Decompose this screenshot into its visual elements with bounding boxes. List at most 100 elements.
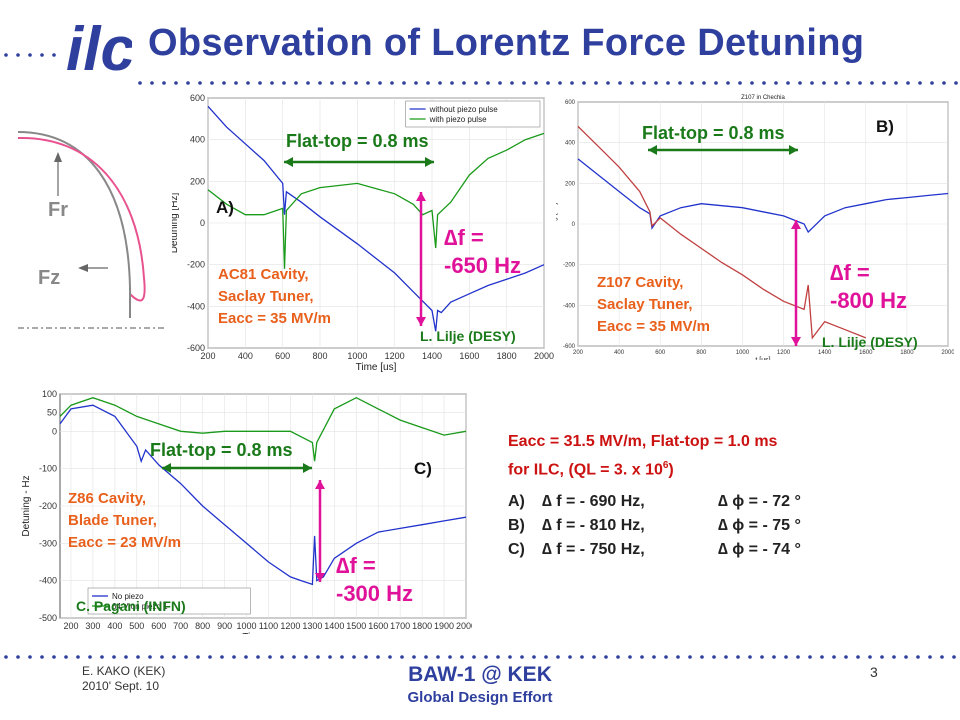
x-tick-label: 200	[573, 350, 584, 356]
footer-org: Global Design Effort	[407, 689, 553, 706]
decor-dot	[810, 81, 814, 85]
decor-dot	[88, 655, 92, 659]
x-tick-label: 800	[312, 351, 327, 361]
decor-dot	[292, 655, 296, 659]
decor-dot	[664, 655, 668, 659]
panel-a-df: ∆f = -650 Hz	[444, 224, 521, 280]
decor-dot	[400, 655, 404, 659]
x-tick-label: 1400	[422, 351, 442, 361]
summary-row-c: C) ∆ f = - 750 Hz, ∆ ϕ = - 74 °	[508, 538, 948, 562]
x-tick-label: 1000	[347, 351, 367, 361]
series-line	[207, 105, 545, 332]
decor-dot	[376, 655, 380, 659]
decor-dot	[666, 81, 670, 85]
decor-dot	[916, 655, 920, 659]
decor-dot	[246, 81, 250, 85]
series-line	[59, 404, 467, 586]
header-dot-line	[0, 46, 960, 57]
decor-dot	[448, 655, 452, 659]
x-tick-label: 1000	[237, 621, 257, 631]
decor-dot	[318, 81, 322, 85]
decor-dot	[16, 53, 20, 57]
decor-dot	[748, 655, 752, 659]
flattop-arrow-c-head-start	[162, 463, 171, 473]
decor-dot	[330, 81, 334, 85]
summary-row-b-dphi: ∆ ϕ = - 75 °	[718, 517, 801, 535]
decor-dot	[954, 81, 958, 85]
decor-dot	[462, 81, 466, 85]
decor-dot	[28, 53, 32, 57]
summary-row-c-dphi: ∆ ϕ = - 74 °	[718, 541, 801, 559]
decor-dot	[220, 655, 224, 659]
y-tick-label: 400	[190, 135, 205, 145]
panel-c-flattop-label: Flat-top = 0.8 ms	[150, 440, 293, 460]
flattop-arrow-c-head-end	[303, 463, 312, 473]
cavity-profile-pink	[17, 136, 146, 302]
summary-line2: for ILC, (QL = 3. x 106)	[508, 454, 948, 482]
x-tick-label: 800	[696, 350, 707, 356]
x-tick-label: 400	[238, 351, 253, 361]
chart-panel-c: 200 300 400 500 600 700 800 900 1000 1100 1200 1300…	[14, 384, 476, 643]
series-line	[59, 396, 467, 462]
panel-c-cavity-line3: Eacc = 23 MV/m	[68, 534, 181, 551]
decor-dot	[474, 81, 478, 85]
decor-dot	[712, 655, 716, 659]
x-tick-label: 900	[217, 621, 232, 631]
x-tick-label: 400	[107, 621, 122, 631]
decor-dot	[906, 81, 910, 85]
y-axis-label: Detuning [Hz]	[172, 192, 180, 253]
decor-dot	[594, 81, 598, 85]
panel-c-credit: C. Pagani (INFN)	[76, 598, 186, 614]
decor-dot	[222, 81, 226, 85]
x-tick-label: 1100	[259, 621, 278, 631]
y-tick-label: -400	[39, 576, 57, 586]
summary-row-a-dphi: ∆ ϕ = - 72 °	[718, 493, 801, 511]
footer-author-block: E. KAKO (KEK) 2010' Sept. 10	[82, 664, 165, 694]
summary-line2-sup: 6	[662, 460, 669, 471]
x-tick-label: 1300	[302, 621, 322, 631]
decor-dot	[486, 81, 490, 85]
decor-dot	[558, 81, 562, 85]
decor-dot	[582, 81, 586, 85]
title-underline-svg	[138, 81, 958, 85]
panel-a-cavity-line3: Eacc = 35 MV/m	[218, 310, 331, 327]
decor-dot	[904, 655, 908, 659]
detuning-arrow-b-head-end	[791, 337, 801, 346]
decor-dot	[280, 655, 284, 659]
decor-dot	[880, 655, 884, 659]
y-tick-label: -500	[39, 613, 57, 623]
decor-dot	[870, 81, 874, 85]
x-axis-label: t [us]	[755, 357, 770, 360]
decor-dot	[568, 655, 572, 659]
decor-dot	[834, 81, 838, 85]
decor-dot	[952, 655, 956, 659]
decor-dot	[76, 655, 80, 659]
page-number: 3	[870, 664, 878, 680]
x-tick-label: 1000	[736, 350, 750, 356]
decor-dot	[366, 81, 370, 85]
decor-dot	[774, 81, 778, 85]
fr-label: Fr	[48, 199, 68, 221]
decor-dot	[856, 655, 860, 659]
x-tick-label: 1400	[324, 621, 344, 631]
decor-dot	[460, 655, 464, 659]
y-tick-label: -600	[187, 343, 205, 353]
decor-dot	[234, 81, 238, 85]
decor-dot	[846, 81, 850, 85]
x-tick-label: 1200	[280, 621, 300, 631]
decor-dot	[700, 655, 704, 659]
summary-line2-pre: for ILC, (QL = 3. x 10	[508, 461, 663, 479]
summary-line2-post: )	[668, 461, 674, 479]
decor-dot	[942, 81, 946, 85]
y-axis-label: Detuning - Hz	[21, 475, 32, 536]
flattop-arrow-a-head-end	[425, 157, 434, 167]
footer-author: E. KAKO (KEK)	[82, 664, 166, 678]
footer-date: 2010' Sept. 10	[82, 679, 160, 693]
summary-block: Eacc = 31.5 MV/m, Flat-top = 1.0 ms for …	[508, 430, 948, 562]
y-tick-label: 600	[190, 93, 205, 103]
decor-dot	[150, 81, 154, 85]
decor-dot	[786, 81, 790, 85]
decor-dot	[940, 655, 944, 659]
decor-dot	[760, 655, 764, 659]
decor-dot	[16, 655, 20, 659]
